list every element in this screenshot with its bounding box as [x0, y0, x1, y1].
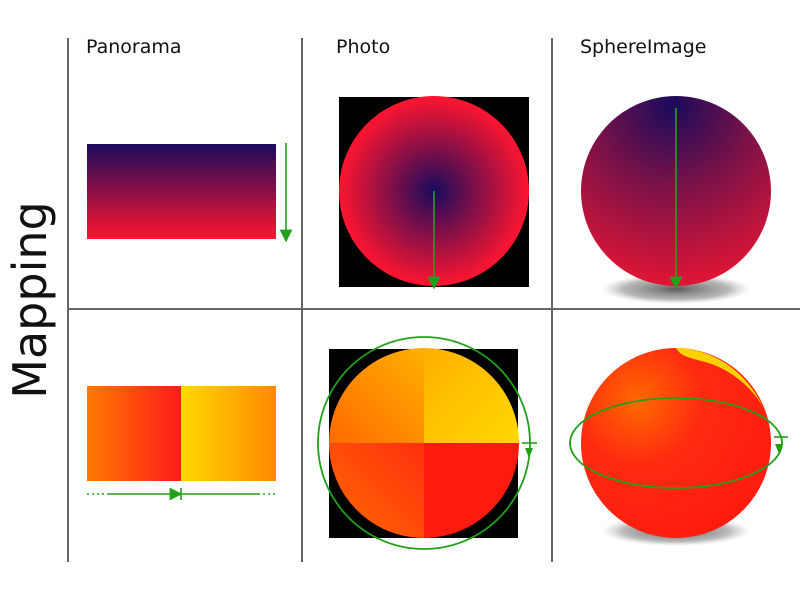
sphere-vertical-cell	[581, 96, 771, 304]
column-title-panorama: Panorama	[86, 36, 182, 58]
sphere-rotation-ring	[569, 397, 783, 489]
panorama-left-half	[87, 386, 181, 481]
sphere-angular-ball	[581, 348, 771, 538]
column-title-sphereimage: SphereImage	[580, 36, 707, 58]
wheel-sector-tl	[329, 348, 424, 443]
sphere-highlight-crescent	[676, 348, 768, 418]
wheel-sector-tr	[424, 348, 519, 443]
photo-angular-cell	[317, 336, 537, 550]
photo-rotation-arrowhead	[525, 448, 533, 458]
wheel-sector-bl	[329, 443, 424, 538]
wheel-sector-br	[424, 443, 519, 538]
panorama-horizontal-cell	[87, 386, 276, 501]
sphere-angular-cell	[569, 348, 788, 546]
panorama-right-half	[181, 386, 276, 481]
sphere-rotation-arrowhead	[775, 444, 783, 454]
grid-lines	[67, 38, 800, 562]
panorama-vertical-rect	[87, 144, 276, 239]
panorama-vertical-cell	[87, 143, 293, 243]
photo-radial-cell	[339, 96, 529, 290]
column-title-photo: Photo	[336, 36, 391, 58]
